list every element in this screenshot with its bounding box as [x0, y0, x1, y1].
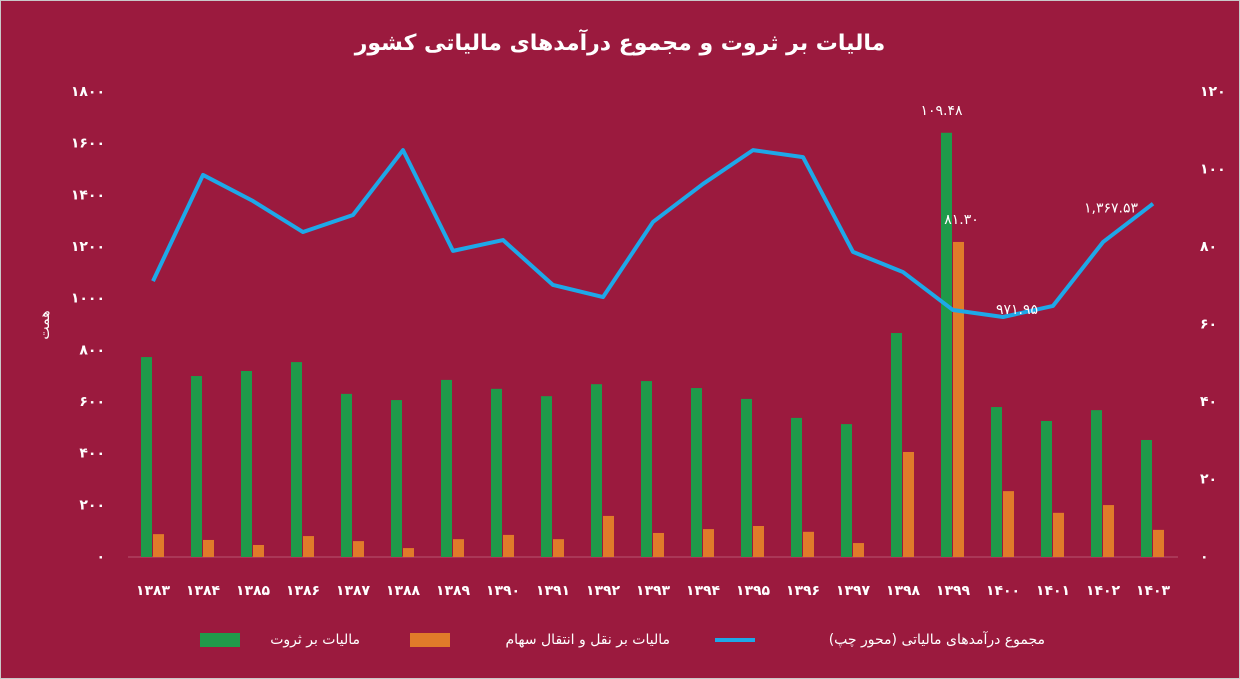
y-axis-label: همت: [37, 310, 53, 339]
bar: [641, 381, 652, 557]
bar: [953, 241, 964, 557]
legend-label: مجموع درآمدهای مالیاتی (محور چپ): [829, 631, 1045, 648]
chart-title: مالیات بر ثروت و مجموع درآمدهای مالیاتی …: [354, 28, 886, 56]
y2-tick-label: ۰: [1200, 549, 1209, 565]
x-tick-label: ۱۳۹۵: [736, 583, 771, 599]
bar: [291, 362, 302, 557]
data-label: ۸۱.۳۰: [944, 212, 979, 228]
bar: [1153, 529, 1164, 557]
bar: [141, 357, 152, 557]
bar: [741, 398, 752, 557]
bar: [653, 532, 664, 557]
x-tick-label: ۱۳۹۹: [936, 583, 971, 599]
x-tick-label: ۱۴۰۳: [1136, 583, 1171, 599]
bar: [203, 539, 214, 557]
bar: [603, 515, 614, 557]
bar: [503, 534, 514, 557]
x-tick-label: ۱۳۸۹: [436, 583, 471, 599]
y2-tick-label: ۸۰: [1200, 239, 1217, 255]
y-tick-label: ۲۰۰: [79, 497, 105, 513]
bar: [903, 451, 914, 557]
data-label: ۱۰۹.۴۸: [920, 103, 963, 119]
y2-tick-label: ۲۰: [1200, 472, 1217, 488]
x-tick-label: ۱۳۹۷: [836, 583, 871, 599]
bar: [1091, 410, 1102, 557]
x-tick-label: ۱۳۸۳: [136, 583, 171, 599]
bar: [703, 529, 714, 557]
y-tick-label: ۶۰۰: [79, 394, 105, 410]
x-tick-label: ۱۳۹۶: [786, 583, 820, 599]
bar: [191, 376, 202, 557]
bar: [891, 333, 902, 557]
y-tick-label: ۱۶۰۰: [71, 136, 105, 152]
bar: [1103, 505, 1114, 557]
bar: [341, 393, 352, 557]
bar: [1141, 439, 1152, 557]
bar: [153, 534, 164, 557]
y-tick-label: ۰: [96, 549, 105, 565]
x-tick-label: ۱۴۰۱: [1036, 583, 1070, 599]
bar: [391, 400, 402, 557]
legend-label: مالیات بر نقل و انتقال سهام: [505, 632, 670, 648]
x-tick-label: ۱۳۹۴: [686, 583, 721, 599]
legend-swatch: [200, 633, 240, 647]
line: [151, 148, 1155, 320]
bar: [1003, 491, 1014, 557]
y-tick-label: ۱۴۰۰: [71, 187, 105, 203]
y-tick-label: ۱۰۰۰: [71, 291, 105, 307]
y-tick-label: ۴۰۰: [79, 446, 105, 462]
bar: [853, 543, 864, 557]
bar: [791, 417, 802, 557]
x-tick-label: ۱۳۹۱: [536, 583, 570, 599]
y2-tick-label: ۴۰: [1200, 394, 1217, 410]
bar: [691, 388, 702, 557]
x-tick-label: ۱۳۸۴: [186, 583, 221, 599]
bar: [841, 424, 852, 557]
x-tick-label: ۱۳۸۵: [236, 583, 271, 599]
x-tick-label: ۱۳۹۰: [486, 583, 520, 599]
bar: [491, 388, 502, 557]
y-tick-label: ۱۲۰۰: [71, 239, 105, 255]
x-tick-label: ۱۳۸۷: [336, 583, 371, 599]
bar: [591, 384, 602, 557]
x-tick-label: ۱۳۹۲: [586, 583, 621, 599]
x-tick-label: ۱۳۸۶: [286, 583, 320, 599]
bar: [1041, 420, 1052, 557]
bar: [941, 132, 952, 557]
bar: [353, 541, 364, 557]
data-label: ۹۷۱.۹۵: [996, 302, 1038, 318]
x-tick-label: ۱۴۰۰: [986, 583, 1020, 599]
bar: [1053, 512, 1064, 557]
y2-tick-label: ۱۲۰: [1200, 84, 1226, 100]
bar: [453, 539, 464, 557]
bar: [241, 371, 252, 557]
bar: [303, 536, 314, 557]
legend-swatch: [410, 633, 450, 647]
y2-tick-label: ۱۰۰: [1200, 162, 1226, 178]
bar: [753, 526, 764, 557]
y-tick-label: ۱۸۰۰: [71, 84, 105, 100]
x-tick-label: ۱۳۸۸: [386, 583, 421, 599]
bar: [441, 379, 452, 557]
bar: [541, 396, 552, 557]
bar: [403, 548, 414, 557]
x-tick-label: ۱۳۹۳: [636, 583, 671, 599]
bar: [253, 544, 264, 557]
bar: [991, 407, 1002, 557]
y-tick-label: ۸۰۰: [79, 342, 105, 358]
x-tick-label: ۱۳۹۸: [886, 583, 921, 599]
data-label: ۱,۳۶۷.۵۳: [1084, 201, 1138, 217]
y2-tick-label: ۶۰: [1200, 317, 1217, 333]
bar: [553, 539, 564, 557]
legend-label: مالیات بر ثروت: [270, 632, 360, 648]
x-tick-label: ۱۴۰۲: [1086, 583, 1121, 599]
bar: [803, 531, 814, 557]
